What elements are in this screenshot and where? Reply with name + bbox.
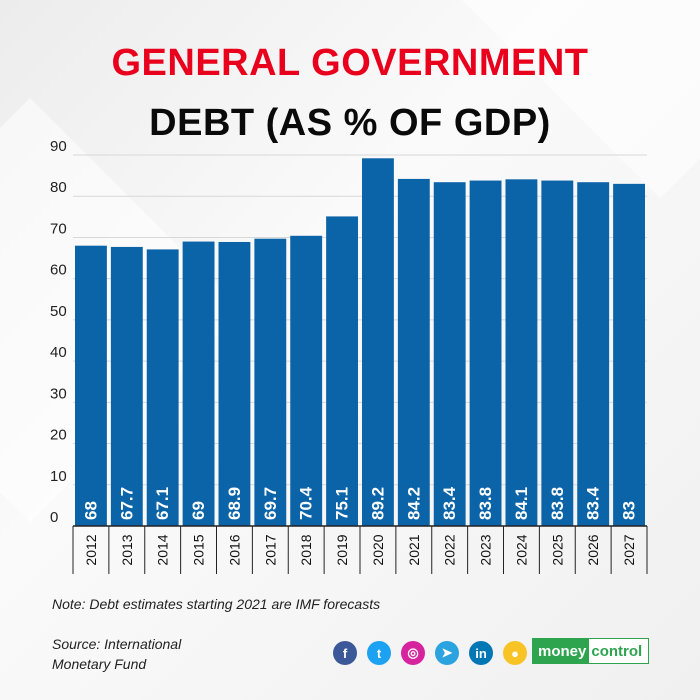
bar-value-label: 67.1 xyxy=(153,487,172,520)
y-tick-label: 20 xyxy=(50,427,67,444)
bar-value-label: 69.7 xyxy=(261,487,280,520)
bar xyxy=(218,241,251,526)
bar-value-label: 84.1 xyxy=(512,487,531,520)
y-tick-label: 0 xyxy=(50,509,58,526)
y-tick-label: 80 xyxy=(50,179,67,196)
x-tick-label: 2021 xyxy=(406,534,422,565)
moneycontrol-logo[interactable]: money control xyxy=(532,638,650,664)
y-tick-label: 50 xyxy=(50,303,67,320)
telegram-icon[interactable]: ➤ xyxy=(435,641,459,665)
bar-value-label: 68 xyxy=(81,501,100,520)
x-tick-label: 2020 xyxy=(370,534,386,565)
bar xyxy=(110,246,143,527)
source-line-1: Source: International xyxy=(52,636,182,652)
x-tick-label: 2027 xyxy=(621,534,637,565)
bar xyxy=(469,180,502,526)
logo-part-money: money xyxy=(532,638,590,664)
x-tick-label: 2026 xyxy=(585,534,601,565)
bar xyxy=(326,216,358,526)
bar xyxy=(577,182,610,526)
bar-value-label: 83.4 xyxy=(440,486,459,520)
source-text: Source: International Monetary Fund xyxy=(52,634,252,674)
x-tick-label: 2022 xyxy=(442,534,458,565)
x-tick-label: 2019 xyxy=(334,534,350,565)
social-icons: f t ◎ ➤ in ● xyxy=(333,641,527,665)
bar-value-label: 68.9 xyxy=(225,487,244,520)
y-tick-label: 60 xyxy=(50,262,67,279)
bar-value-label: 75.1 xyxy=(333,487,352,520)
bar xyxy=(146,249,179,526)
x-tick-label: 2016 xyxy=(226,534,242,565)
linkedin-icon[interactable]: in xyxy=(469,641,493,665)
koo-icon[interactable]: ● xyxy=(503,641,527,665)
bar xyxy=(541,180,574,526)
twitter-icon[interactable]: t xyxy=(367,641,391,665)
chart-title-line1: GENERAL GOVERNMENT xyxy=(111,42,589,84)
y-tick-label: 10 xyxy=(50,468,67,485)
source-line-2: Monetary Fund xyxy=(52,656,147,672)
chart-title-line2: DEBT (AS % OF GDP) xyxy=(149,102,551,144)
bar xyxy=(182,241,215,527)
bar-value-label: 69 xyxy=(189,501,208,520)
instagram-icon[interactable]: ◎ xyxy=(401,641,425,665)
bar-value-label: 83.8 xyxy=(548,487,567,520)
bar-value-label: 83 xyxy=(620,501,639,520)
bar xyxy=(397,178,430,527)
bar xyxy=(75,245,107,526)
bar xyxy=(433,182,466,526)
y-tick-label: 70 xyxy=(50,220,67,237)
bar-value-label: 70.4 xyxy=(297,486,316,520)
y-tick-label: 40 xyxy=(50,344,67,361)
x-tick-label: 2015 xyxy=(191,534,207,565)
bar-value-label: 83.8 xyxy=(476,487,495,520)
x-tick-label: 2025 xyxy=(549,534,565,565)
bar-value-label: 83.4 xyxy=(584,486,603,520)
x-tick-label: 2018 xyxy=(298,534,314,565)
x-tick-label: 2023 xyxy=(478,534,494,565)
y-tick-label: 90 xyxy=(50,138,67,155)
x-tick-label: 2024 xyxy=(513,534,529,565)
x-tick-label: 2014 xyxy=(155,534,171,565)
bar xyxy=(254,238,287,527)
x-tick-label: 2012 xyxy=(83,534,99,565)
bar-value-label: 84.2 xyxy=(404,487,423,520)
bar xyxy=(290,235,323,526)
x-tick-label: 2017 xyxy=(262,534,278,565)
bar xyxy=(505,179,538,526)
x-tick-label: 2013 xyxy=(119,534,135,565)
bar xyxy=(613,183,645,526)
chart-note: Note: Debt estimates starting 2021 are I… xyxy=(52,596,381,612)
y-tick-label: 30 xyxy=(50,385,67,402)
bar-value-label: 67.7 xyxy=(117,487,136,520)
facebook-icon[interactable]: f xyxy=(333,641,357,665)
bar xyxy=(362,158,394,526)
logo-part-control: control xyxy=(589,638,650,664)
bar-value-label: 89.2 xyxy=(368,487,387,520)
